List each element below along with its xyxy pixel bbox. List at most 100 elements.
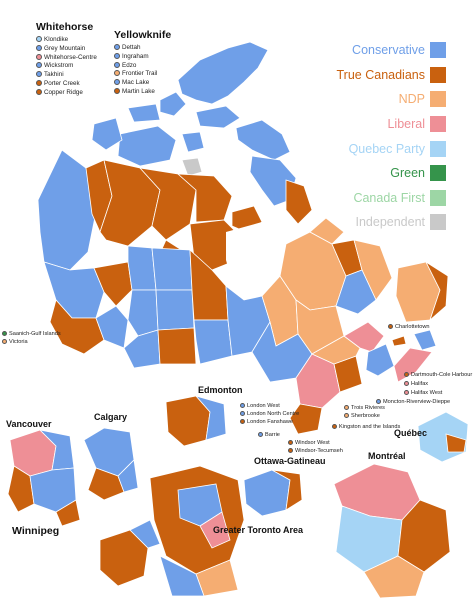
london-west-label: London West [247, 403, 280, 409]
riding-name: Frontier Trail [122, 70, 158, 78]
british-columbia-east [95, 305, 129, 349]
quebec-east [343, 321, 385, 353]
moncton-label: Moncton-Riverview-Dieppe [383, 399, 451, 405]
riding-name: Takhini [44, 71, 64, 79]
inset-montreal [333, 463, 451, 599]
victoria-island [117, 125, 177, 167]
legend-item: Quebec Party [306, 136, 446, 161]
winnipeg-label: Winnipeg [12, 525, 60, 537]
legend-swatch [430, 116, 446, 133]
baffin-island-south [249, 155, 297, 207]
riding-item: Ingraham [114, 52, 157, 62]
legend-item: Canada First [306, 186, 446, 211]
montreal-label: Montréal [368, 451, 406, 461]
hudson-bay [226, 222, 286, 300]
alberta-north [127, 245, 157, 291]
riding-name: Dettah [122, 44, 141, 51]
riding-item: Dettah [114, 44, 157, 53]
newfoundland-east [424, 260, 449, 322]
whitehorse-title: Whitehorse [36, 21, 94, 33]
alberta-central [127, 289, 159, 337]
legend-swatch [430, 165, 446, 182]
legend-label: Quebec Party [348, 141, 425, 156]
legend-swatch [430, 189, 446, 206]
inset-ottawa [243, 469, 303, 517]
moncton-dot [376, 399, 381, 404]
legend-label: Canada First [353, 190, 425, 205]
riding-dot [114, 44, 120, 50]
sherbrooke-dot [344, 413, 349, 418]
yukon [37, 149, 97, 271]
vancouver-label: Vancouver [6, 419, 52, 429]
cape-breton [413, 329, 437, 351]
riding-name: Grey Mountain [44, 44, 86, 52]
callout-kingston: Kingston and the Islands [332, 424, 400, 431]
riding-dot [114, 70, 120, 77]
windsor-west-dot [288, 440, 293, 445]
riding-item: Copper Ridge [36, 88, 97, 98]
riding-item: Frontier Trail [114, 70, 157, 79]
legend-item: Conservative [306, 38, 446, 63]
callout-windsor-tecumseh: Windsor-Tecumseh [288, 448, 343, 455]
callout-london-west: London West [240, 403, 280, 410]
sherbrooke-label: Sherbrooke [351, 413, 380, 419]
mainland-north [37, 149, 241, 369]
pei [391, 335, 407, 347]
manitoba-south [193, 319, 233, 365]
callout-london-fanshawe: London Fanshawe [240, 419, 293, 426]
axel-heiberg-island [159, 91, 187, 117]
inset-calgary [83, 427, 139, 501]
riding-item: Klondike [36, 36, 97, 45]
mainland-east [225, 217, 449, 435]
riding-item: Porter Creek [36, 79, 97, 89]
halifax-dot [404, 381, 409, 386]
riding-name: Copper Ridge [44, 88, 83, 96]
callout-sherbrooke: Sherbrooke [344, 413, 380, 420]
charlottetown-label: Charlottetown [395, 324, 430, 330]
london-fanshawe-label: London Fanshawe [247, 419, 294, 425]
somerset-island [181, 131, 205, 153]
alberta-south [123, 329, 161, 369]
arctic-islands [91, 41, 313, 233]
london-fanshawe-dot [240, 419, 245, 424]
callout-moncton: Moncton-Riverview-Dieppe [376, 399, 450, 406]
riding-dot [36, 88, 42, 95]
riding-dot [114, 87, 120, 94]
callout-dartmouth: Dartmouth-Cole Harbour [404, 372, 472, 379]
trois-rivieres-label: Trois Rivieres [351, 405, 385, 411]
legend-item: Independent [306, 210, 446, 235]
saskatchewan-central [155, 289, 195, 331]
saskatchewan-north [151, 247, 193, 291]
legend-swatch [430, 66, 446, 83]
baffin-island-east [285, 179, 313, 225]
new-brunswick [365, 343, 395, 377]
legend-swatch [430, 214, 446, 231]
callout-barrie: Barrie [258, 432, 280, 439]
saskatchewan-south [157, 327, 197, 365]
london-west-dot [240, 403, 245, 408]
ontario-southwest [289, 403, 323, 435]
callout-saanich: Saanich-Gulf Islands [2, 331, 61, 338]
riding-name: Edzo [122, 61, 137, 69]
calgary-label: Calgary [94, 412, 128, 422]
party-legend: Conservative True Canadians NDP Liberal Queb… [306, 38, 446, 235]
dartmouth-label: Dartmouth-Cole Harbour [411, 372, 473, 378]
victoria-dot [2, 339, 7, 344]
kingston-label: Kingston and the Islands [339, 424, 401, 430]
inset-edmonton [165, 395, 227, 447]
riding-dot [36, 53, 42, 60]
callout-victoria: Victoria [2, 339, 28, 346]
riding-dot [114, 79, 120, 86]
saanich-label: Saanich-Gulf Islands [9, 331, 61, 337]
inset-winnipeg [99, 519, 161, 587]
riding-item: Whitehorse-Centre [36, 53, 97, 63]
riding-name: Ingraham [122, 52, 149, 60]
riding-dot [114, 61, 120, 68]
callout-trois-rivieres: Trois Rivieres [344, 405, 385, 412]
saanich-dot [2, 331, 7, 336]
windsor-tecumseh-label: Windsor-Tecumseh [295, 448, 343, 454]
quebec-ungava [309, 217, 345, 245]
inset-quebec [417, 411, 469, 463]
legend-label: True Canadians [336, 67, 425, 82]
toronto-label: Greater Toronto Area [213, 525, 304, 535]
